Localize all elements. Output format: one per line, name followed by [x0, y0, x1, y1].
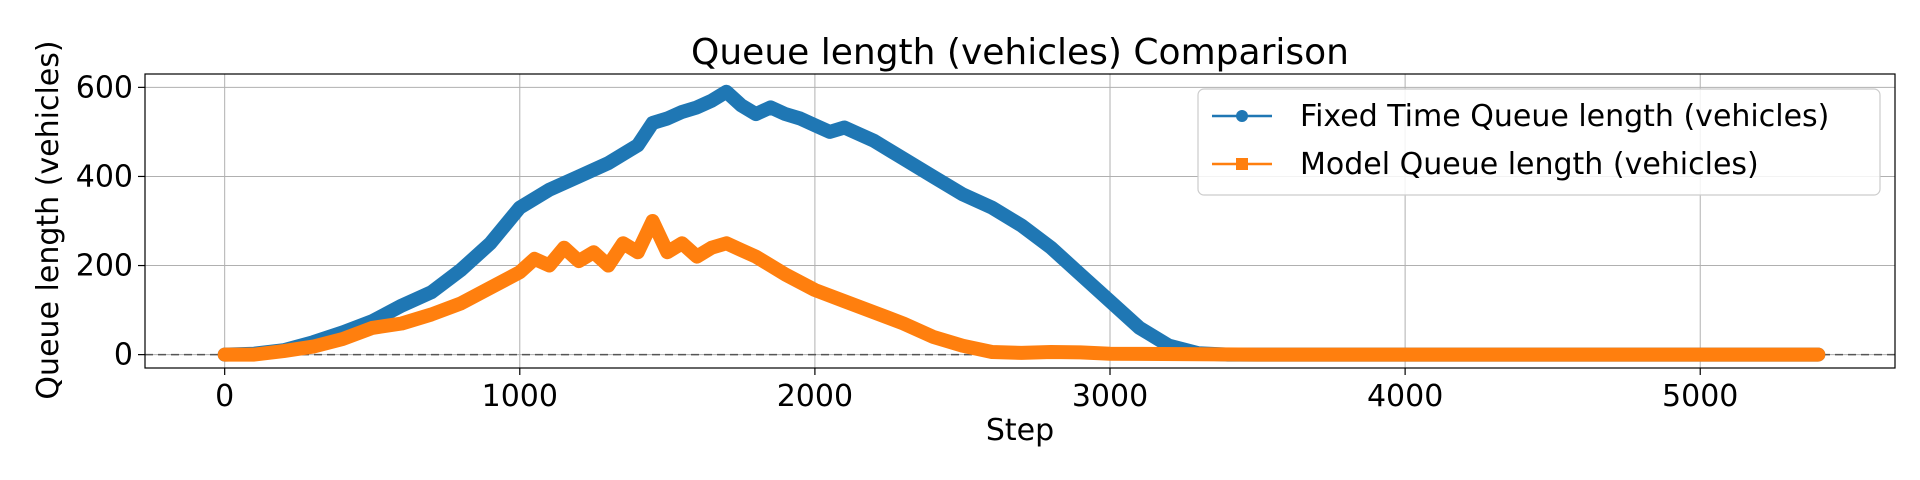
y-tick-label: 200 — [76, 249, 133, 284]
legend: Fixed Time Queue length (vehicles) Model … — [1197, 88, 1881, 196]
legend-label-2: Model Queue length (vehicles) — [1300, 147, 1759, 182]
series-1 — [217, 84, 1826, 362]
x-tick-label: 4000 — [1367, 379, 1443, 414]
y-tick-label: 0 — [114, 338, 133, 373]
series-2-line — [217, 214, 1826, 362]
series-1-line — [217, 84, 1826, 362]
x-axis-ticks: 0 1000 2000 3000 4000 5000 — [215, 368, 1738, 414]
y-tick-label: 600 — [76, 70, 133, 105]
x-tick-label: 0 — [215, 379, 234, 414]
x-tick-label: 1000 — [482, 379, 558, 414]
x-tick-label: 5000 — [1662, 379, 1738, 414]
legend-marker-1 — [1236, 110, 1248, 122]
y-axis-ticks: 0 200 400 600 — [76, 70, 145, 373]
chart-title: Queue length (vehicles) Comparison — [691, 32, 1349, 73]
legend-box — [1197, 88, 1881, 196]
x-tick-label: 3000 — [1072, 379, 1148, 414]
x-axis-label: Step — [986, 413, 1054, 448]
legend-marker-2 — [1236, 158, 1248, 170]
plot-frame — [144, 73, 1896, 369]
y-tick-label: 400 — [76, 159, 133, 194]
series-layer — [217, 84, 1826, 362]
legend-label-1: Fixed Time Queue length (vehicles) — [1300, 99, 1829, 134]
y-axis-label: Queue length (vehicles) — [31, 40, 66, 399]
x-tick-label: 2000 — [777, 379, 853, 414]
series-2 — [217, 214, 1826, 362]
